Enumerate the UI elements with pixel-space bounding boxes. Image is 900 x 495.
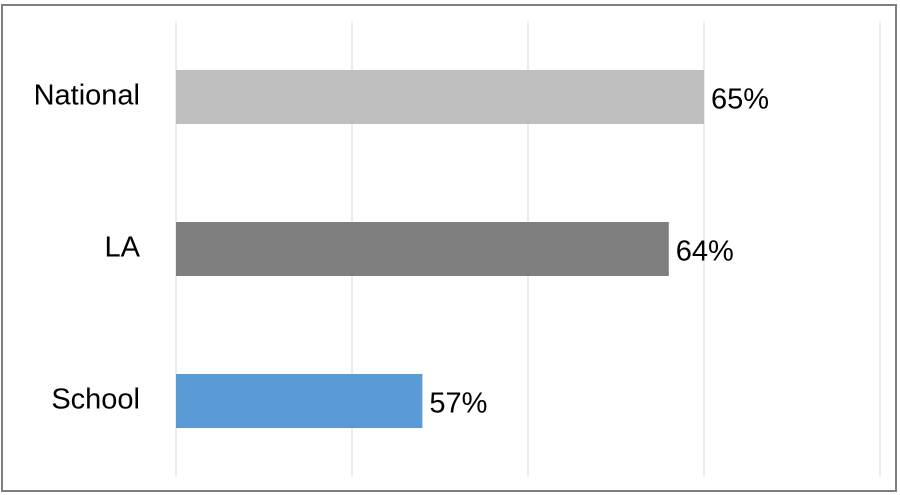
bar [176,222,669,276]
bar [176,374,423,428]
y-tick-label: LA [105,232,141,264]
y-tick-label: National [34,80,140,112]
bar [176,70,704,124]
data-label: 57% [429,388,487,420]
y-tick-label: School [51,384,140,416]
data-label: 65% [711,84,769,116]
data-label: 64% [676,236,734,268]
